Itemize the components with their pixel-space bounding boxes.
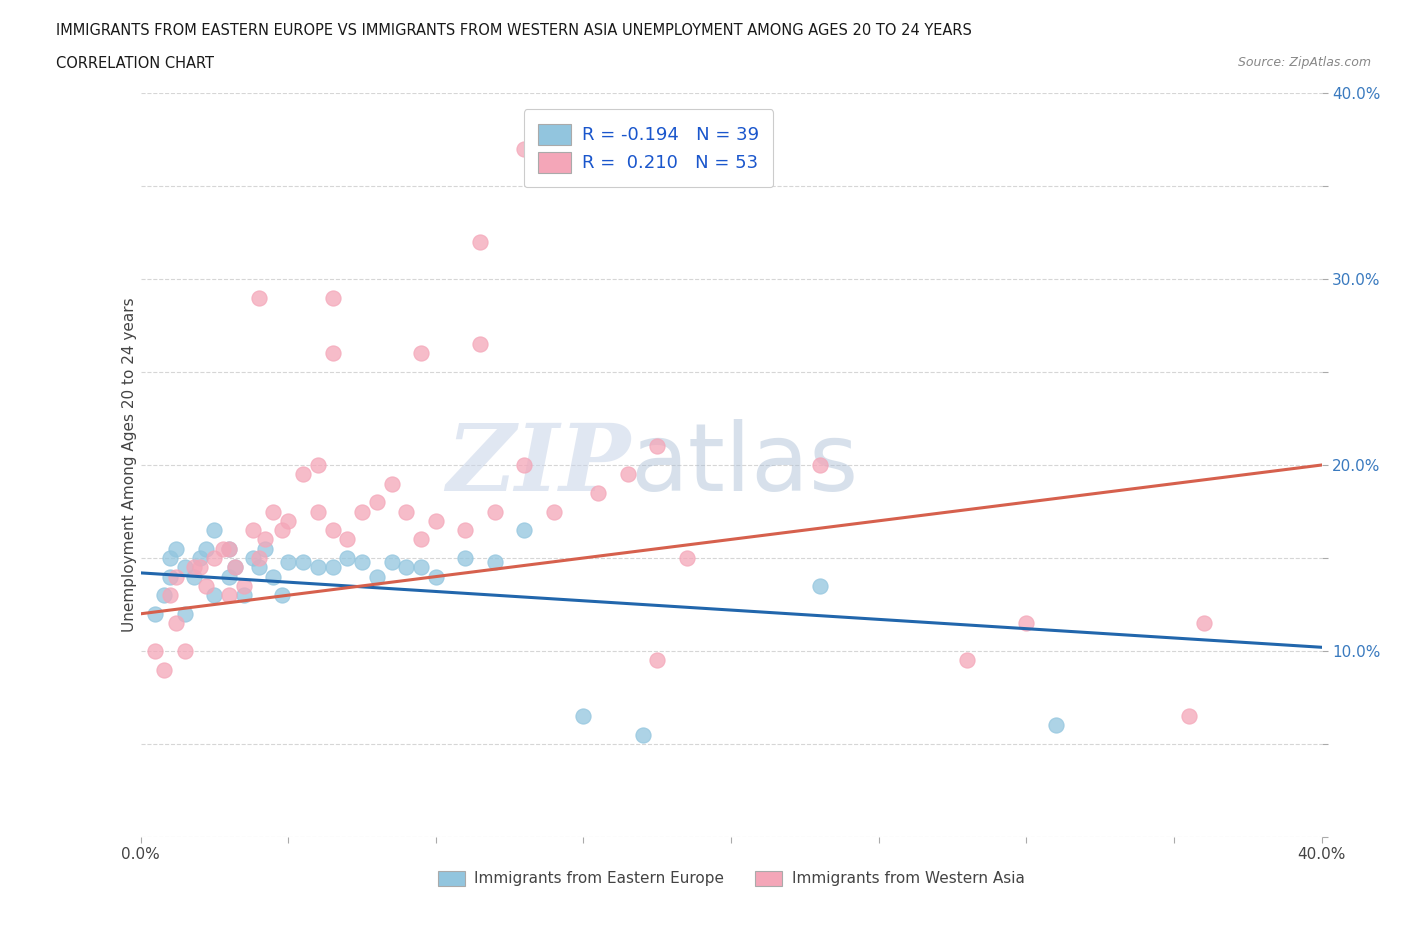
Point [307, 458, 329, 472]
Point [588, 485, 610, 500]
Point [411, 346, 433, 361]
Point [336, 551, 359, 565]
Point [218, 541, 240, 556]
Point [321, 560, 344, 575]
Point [277, 554, 299, 569]
Point [153, 588, 176, 603]
Point [242, 551, 264, 565]
Text: atlas: atlas [631, 419, 859, 511]
Point [307, 560, 329, 575]
Point [188, 551, 211, 565]
Point [454, 551, 477, 565]
Point [645, 439, 669, 454]
Point [1192, 616, 1215, 631]
Point [145, 644, 166, 658]
Point [174, 606, 197, 621]
Point [380, 476, 404, 491]
Point [645, 653, 669, 668]
Point [218, 588, 240, 603]
Point [212, 541, 235, 556]
Point [307, 504, 329, 519]
Point [321, 346, 344, 361]
Point [352, 504, 374, 519]
Point [271, 523, 294, 538]
Point [513, 523, 536, 538]
Point [153, 662, 176, 677]
Point [224, 560, 246, 575]
Point [454, 523, 477, 538]
Point [174, 560, 197, 575]
Y-axis label: Unemployment Among Ages 20 to 24 years: Unemployment Among Ages 20 to 24 years [122, 298, 136, 632]
Point [202, 523, 225, 538]
Text: IMMIGRANTS FROM EASTERN EUROPE VS IMMIGRANTS FROM WESTERN ASIA UNEMPLOYMENT AMON: IMMIGRANTS FROM EASTERN EUROPE VS IMMIGR… [56, 23, 972, 38]
Point [262, 569, 284, 584]
Point [194, 578, 217, 593]
Point [808, 458, 831, 472]
Point [292, 467, 315, 482]
Point [1015, 616, 1038, 631]
Point [202, 551, 225, 565]
Point [352, 554, 374, 569]
Point [956, 653, 979, 668]
Point [174, 644, 197, 658]
Point [233, 588, 256, 603]
Point [470, 337, 492, 352]
Point [425, 513, 447, 528]
Point [395, 560, 418, 575]
Point [411, 532, 433, 547]
Point [395, 504, 418, 519]
Point [513, 141, 536, 156]
Point [194, 541, 217, 556]
Point [513, 458, 536, 472]
Point [202, 588, 225, 603]
Point [159, 569, 181, 584]
Point [425, 569, 447, 584]
Point [159, 551, 181, 565]
Text: ZIP: ZIP [447, 420, 631, 510]
Point [218, 569, 240, 584]
Point [253, 541, 276, 556]
Point [631, 727, 654, 742]
Text: CORRELATION CHART: CORRELATION CHART [56, 56, 214, 71]
Legend: Immigrants from Eastern Europe, Immigrants from Western Asia: Immigrants from Eastern Europe, Immigran… [432, 864, 1031, 893]
Point [183, 560, 205, 575]
Point [183, 569, 205, 584]
Point [292, 554, 315, 569]
Point [271, 588, 294, 603]
Text: Source: ZipAtlas.com: Source: ZipAtlas.com [1237, 56, 1371, 69]
Point [366, 569, 388, 584]
Point [277, 513, 299, 528]
Point [165, 569, 187, 584]
Point [572, 709, 595, 724]
Point [247, 551, 270, 565]
Point [247, 560, 270, 575]
Point [321, 523, 344, 538]
Point [676, 551, 699, 565]
Point [1045, 718, 1067, 733]
Point [188, 560, 211, 575]
Point [218, 541, 240, 556]
Point [253, 532, 276, 547]
Point [484, 504, 506, 519]
Point [484, 554, 506, 569]
Point [366, 495, 388, 510]
Point [470, 234, 492, 249]
Point [808, 578, 831, 593]
Point [321, 290, 344, 305]
Point [411, 560, 433, 575]
Point [336, 532, 359, 547]
Point [1178, 709, 1201, 724]
Point [247, 290, 270, 305]
Point [616, 467, 638, 482]
Point [233, 578, 256, 593]
Point [159, 588, 181, 603]
Point [165, 616, 187, 631]
Point [224, 560, 246, 575]
Point [145, 606, 166, 621]
Point [242, 523, 264, 538]
Point [165, 541, 187, 556]
Point [262, 504, 284, 519]
Point [380, 554, 404, 569]
Point [543, 504, 565, 519]
